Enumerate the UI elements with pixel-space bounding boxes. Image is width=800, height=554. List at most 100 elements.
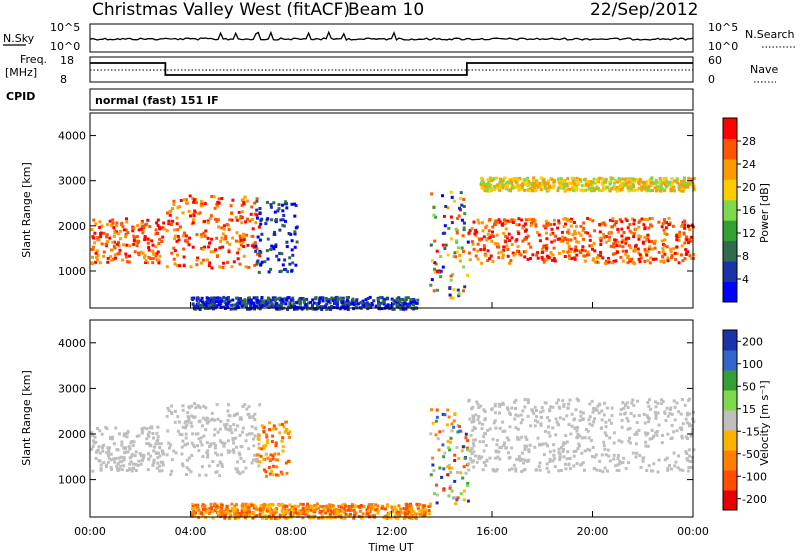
data-cell [199, 261, 203, 265]
data-cell [112, 234, 116, 238]
data-cell [576, 447, 580, 450]
data-cell [185, 201, 189, 205]
data-cell [432, 469, 436, 472]
data-cell [252, 301, 256, 305]
data-cell [287, 508, 291, 512]
data-cell [252, 458, 255, 462]
data-cell [253, 434, 257, 438]
data-cell [505, 436, 509, 440]
data-cell [620, 418, 624, 422]
data-cell [534, 224, 538, 228]
data-cell [565, 182, 569, 186]
data-cell [545, 257, 549, 261]
data-cell [237, 247, 241, 251]
data-cell [544, 442, 548, 446]
data-cell [253, 453, 257, 457]
data-cell [438, 430, 442, 434]
data-cell [501, 186, 505, 190]
data-cell [214, 217, 218, 221]
data-cell [194, 511, 198, 515]
data-cell [289, 232, 293, 236]
data-cell [547, 419, 551, 423]
data-cell [520, 183, 524, 187]
data-cell [154, 228, 158, 232]
data-cell [200, 200, 203, 204]
data-cell [293, 232, 297, 235]
data-cell [394, 514, 398, 518]
data-cell [161, 463, 165, 467]
data-cell [657, 423, 661, 427]
data-cell [222, 237, 226, 241]
data-cell [564, 462, 567, 466]
data-cell [590, 187, 594, 190]
data-cell [541, 250, 545, 253]
data-cell [176, 234, 180, 238]
data-cell [586, 188, 590, 192]
data-cell [435, 288, 439, 292]
power-colorbar-swatch [723, 158, 737, 180]
data-cell [616, 463, 620, 467]
data-cell [271, 510, 275, 514]
data-cell [508, 411, 512, 415]
data-cell [690, 455, 694, 459]
velocity-colorbar-tick-label: 15 [742, 403, 756, 416]
data-cell [305, 505, 309, 509]
data-cell [443, 247, 447, 250]
data-cell [185, 458, 189, 462]
data-cell [409, 511, 413, 515]
data-cell [579, 410, 583, 414]
data-cell [428, 502, 432, 506]
data-cell [259, 218, 263, 222]
data-cell [203, 245, 207, 249]
data-cell [259, 454, 263, 458]
data-cell [183, 426, 187, 430]
data-cell [560, 230, 564, 234]
data-cell [626, 419, 630, 423]
data-cell [588, 234, 592, 238]
data-cell [502, 218, 506, 222]
data-cell [488, 185, 492, 189]
data-cell [221, 245, 225, 249]
data-cell [271, 464, 275, 468]
data-cell [566, 241, 570, 245]
data-cell [119, 237, 122, 241]
data-cell [168, 446, 171, 450]
data-cell [192, 307, 196, 311]
data-cell [602, 440, 606, 444]
data-cell [203, 202, 207, 206]
data-cell [462, 498, 466, 502]
data-cell [318, 511, 322, 515]
data-cell [665, 232, 669, 236]
data-cell [671, 181, 674, 185]
data-cell [306, 510, 309, 514]
velocity-colorbar-tick-label: 200 [742, 335, 763, 348]
data-cell [266, 296, 270, 300]
data-cell [444, 205, 448, 208]
data-cell [567, 231, 571, 235]
data-cell [680, 436, 684, 440]
data-cell [156, 250, 160, 254]
data-cell [236, 251, 240, 255]
data-cell [439, 269, 443, 273]
data-cell [274, 441, 278, 445]
data-cell [622, 231, 626, 234]
data-cell [562, 403, 566, 406]
data-cell [287, 232, 291, 235]
data-cell [637, 257, 641, 261]
data-cell [460, 246, 464, 250]
data-cell [687, 176, 691, 180]
data-cell [692, 256, 696, 260]
data-cell [552, 222, 556, 226]
data-cell [128, 447, 132, 451]
data-cell [625, 416, 629, 420]
data-cell [612, 185, 616, 189]
data-cell [204, 418, 208, 422]
data-cell [263, 260, 267, 264]
data-cell [255, 208, 259, 212]
data-cell [199, 305, 202, 309]
data-cell [258, 212, 262, 215]
data-cell [450, 195, 454, 199]
data-cell [220, 226, 224, 230]
data-cell [545, 231, 548, 235]
data-cell [638, 253, 642, 257]
